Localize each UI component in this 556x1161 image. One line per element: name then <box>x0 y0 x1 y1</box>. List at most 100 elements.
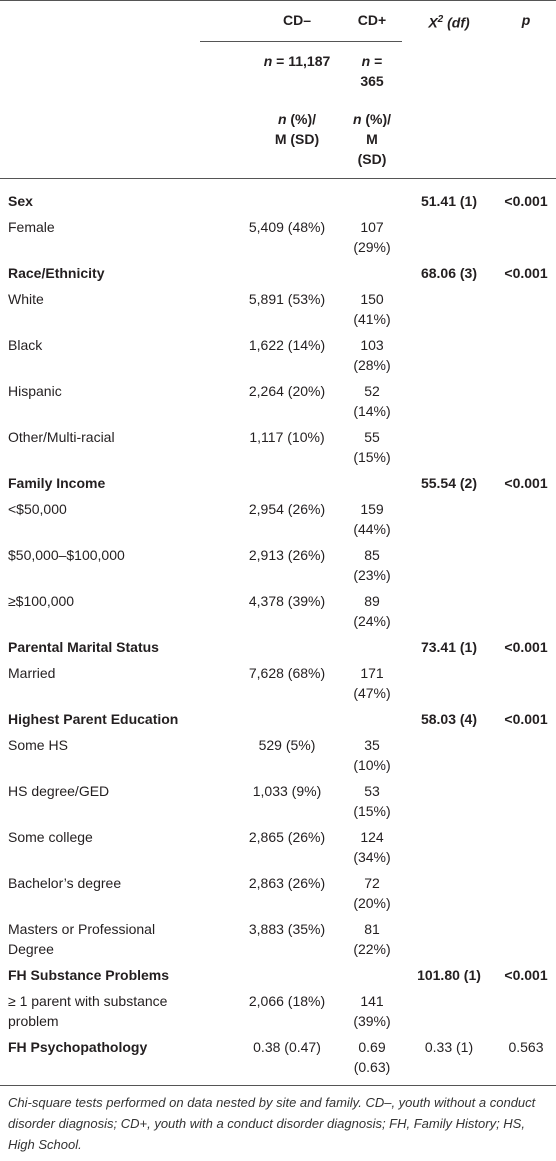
table-cell <box>496 732 556 778</box>
table-cell <box>200 470 342 496</box>
footnote: Chi-square tests performed on data neste… <box>8 1095 536 1153</box>
chi-df: (df) <box>447 14 470 31</box>
stat-var: n <box>352 111 362 128</box>
n-var: n <box>263 53 273 70</box>
table-cell: 51.41 (1) <box>420 193 478 210</box>
table-cell <box>342 962 402 988</box>
table-cell <box>496 332 556 378</box>
table-cell <box>496 286 556 332</box>
table-row: HS degree/GED 1,033 (9%) 53 (15%) <box>0 778 556 824</box>
table-cell <box>496 824 556 870</box>
table-row: FH Substance Problems 101.80 (1) <0.001 <box>0 962 556 988</box>
chi-sup: 2 <box>437 14 444 25</box>
stat-rest: (%)/ <box>365 111 392 128</box>
table-row: Masters or Professional Degree 3,883 (35%… <box>0 916 556 962</box>
table-cell: n (%)/ M (SD) <box>342 100 402 179</box>
table-row: Black 1,622 (14%) 103 (28%) <box>0 332 556 378</box>
table-cell <box>496 42 556 101</box>
table-cell: 35 (10%) <box>353 737 391 774</box>
table-cell: 81 (22%) <box>353 921 391 958</box>
chi-symbol: X <box>428 14 438 31</box>
table-row: n = 11,187 n = 365 <box>0 42 556 101</box>
stat-line2: M (SD) <box>357 131 387 168</box>
table-cell: 52 (14%) <box>353 383 391 420</box>
table-cell: 107 (29%) <box>353 219 391 256</box>
table-row: FH Psychopathology 0.38 (0.47) 0.69 (0.63)… <box>0 1034 556 1086</box>
table-cell: 150 (41%) <box>353 291 391 328</box>
table-cell: 101.80 (1) <box>417 967 481 984</box>
table-row: Bachelor’s degree 2,863 (26%) 72 (20%) <box>0 870 556 916</box>
table-cell <box>402 424 496 470</box>
table-cell <box>402 286 496 332</box>
table-cell: 85 (23%) <box>353 547 391 584</box>
table-row: <$50,000 2,954 (26%) 159 (44%) <box>0 496 556 542</box>
table-row: Hispanic 2,264 (20%) 52 (14%) <box>0 378 556 424</box>
n-var: n <box>361 53 371 70</box>
table-cell <box>0 1 200 42</box>
table-cell: 53 (15%) <box>353 783 391 820</box>
table-cell <box>342 634 402 660</box>
table-cell <box>496 778 556 824</box>
table-row: Other/Multi-racial 1,117 (10%) 55 (15%) <box>0 424 556 470</box>
table-cell: CD– <box>200 0 342 43</box>
table-cell: 159 (44%) <box>353 501 391 538</box>
table-cell <box>496 660 556 706</box>
table-cell: 1,033 (9%) <box>252 783 322 800</box>
table-cell <box>200 706 342 732</box>
table-cell: 73.41 (1) <box>420 639 478 656</box>
table-cell: <0.001 <box>504 711 548 728</box>
table-cell: 124 (34%) <box>353 829 391 866</box>
table-cell: White <box>8 291 44 308</box>
table-row: $50,000–$100,000 2,913 (26%) 85 (23%) <box>0 542 556 588</box>
table-cell <box>200 962 342 988</box>
table-cell <box>342 179 402 215</box>
table-cell: 171 (47%) <box>353 665 391 702</box>
table-cell <box>496 870 556 916</box>
table-cell: 5,409 (48%) <box>248 219 326 236</box>
table-cell <box>342 706 402 732</box>
table-cell: <0.001 <box>504 967 548 984</box>
table-cell: Sex <box>8 193 33 210</box>
table-cell: 2,954 (26%) <box>248 501 326 518</box>
table-cell: 0.33 (1) <box>424 1039 474 1056</box>
table-cell: 55 (15%) <box>353 429 391 466</box>
table-cell: 2,865 (26%) <box>248 829 326 846</box>
table-row: Highest Parent Education 58.03 (4) <0.001 <box>0 706 556 732</box>
table-cell <box>402 660 496 706</box>
table-cell: <0.001 <box>504 193 548 210</box>
n-value: = 365 <box>360 53 384 90</box>
table-cell: Married <box>8 665 56 682</box>
table: CD– CD+ X2 (df) p n = 11,187 n = 365 n (%)/M (… <box>0 0 556 1086</box>
table-cell <box>402 588 496 634</box>
table-row: n (%)/ M (SD) n (%)/ M (SD) <box>0 100 556 179</box>
table-row: ≥$100,000 4,378 (39%) 89 (24%) <box>0 588 556 634</box>
table-cell: <0.001 <box>504 475 548 492</box>
table-cell <box>402 100 496 179</box>
table-cell <box>496 378 556 424</box>
table-cell: 0.38 (0.47) <box>253 1039 321 1056</box>
table-cell <box>402 378 496 424</box>
table-cell: n = 11,187 <box>200 42 342 101</box>
table-row: Parental Marital Status 73.41 (1) <0.001 <box>0 634 556 660</box>
table-cell <box>342 470 402 496</box>
table-cell: X2 (df) <box>402 1 496 42</box>
table-cell: HS degree/GED <box>8 783 110 800</box>
table-cell <box>496 424 556 470</box>
table-cell: 141 (39%) <box>353 993 391 1030</box>
table-cell <box>402 42 496 101</box>
table-cell: Other/Multi-racial <box>8 429 115 446</box>
table-row: Sex 51.41 (1) <0.001 <box>0 179 556 215</box>
table-cell: <$50,000 <box>8 501 67 518</box>
table-cell <box>402 778 496 824</box>
table-cell: FH Substance Problems <box>8 967 170 984</box>
table-cell: <0.001 <box>504 639 548 656</box>
table-cell <box>402 870 496 916</box>
table-cell: 4,378 (39%) <box>248 593 326 610</box>
table-cell: ≥ 1 parent with substance problem <box>8 993 168 1030</box>
table-cell: 89 (24%) <box>353 593 391 630</box>
table-cell <box>200 260 342 286</box>
table-cell <box>402 732 496 778</box>
stat-rest: (%)/ <box>290 111 317 128</box>
table-cell <box>496 496 556 542</box>
